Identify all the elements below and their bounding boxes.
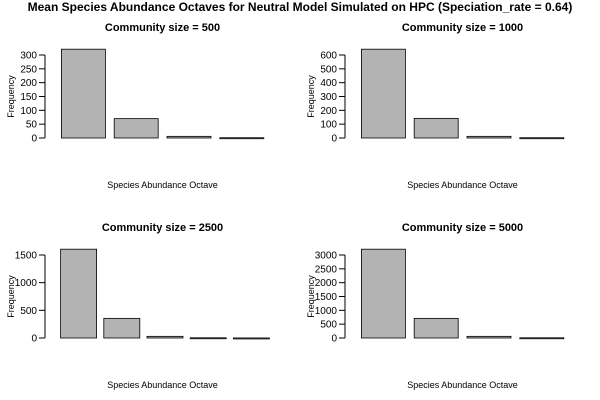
bar bbox=[166, 135, 212, 139]
y-tick-label: 1000 bbox=[315, 306, 338, 317]
y-tick-label: 500 bbox=[320, 320, 337, 331]
y-tick-label: 500 bbox=[20, 306, 37, 317]
y-tick-label: 1500 bbox=[315, 292, 338, 303]
bar bbox=[413, 317, 459, 339]
bar bbox=[219, 137, 265, 140]
y-tick-label: 300 bbox=[20, 51, 37, 62]
x-axis-label: Species Abundance Octave bbox=[407, 380, 518, 390]
figure-title: Mean Species Abundance Octaves for Neutr… bbox=[27, 0, 573, 14]
bar bbox=[103, 317, 141, 339]
bar bbox=[113, 118, 159, 139]
bar bbox=[519, 137, 565, 140]
y-tick-label: 2000 bbox=[315, 278, 338, 289]
y-tick-label: 0 bbox=[331, 134, 337, 145]
y-tick-label: 150 bbox=[20, 92, 37, 103]
y-tick-label: 400 bbox=[320, 78, 337, 89]
panel-title: Community size = 5000 bbox=[402, 222, 523, 234]
y-tick-label: 200 bbox=[20, 78, 37, 89]
y-tick-label: 3000 bbox=[315, 251, 338, 262]
bar bbox=[413, 117, 459, 139]
y-tick-label: 50 bbox=[26, 120, 38, 131]
bar bbox=[189, 337, 227, 340]
y-tick-label: 600 bbox=[320, 51, 337, 62]
x-axis-label: Species Abundance Octave bbox=[107, 380, 218, 390]
y-tick-label: 250 bbox=[20, 64, 37, 75]
y-tick-label: 2500 bbox=[315, 264, 338, 275]
panel-title: Community size = 1000 bbox=[402, 22, 523, 34]
panel-title: Community size = 500 bbox=[105, 22, 220, 34]
y-tick-label: 1500 bbox=[15, 251, 38, 262]
bar bbox=[466, 135, 512, 139]
x-axis-label: Species Abundance Octave bbox=[407, 180, 518, 190]
y-axis-label: Frequency bbox=[306, 75, 316, 118]
y-tick-label: 0 bbox=[31, 334, 37, 345]
y-tick-label: 100 bbox=[320, 120, 337, 131]
bar bbox=[360, 48, 406, 139]
bar bbox=[60, 248, 97, 339]
y-tick-label: 1000 bbox=[15, 278, 38, 289]
bar bbox=[232, 337, 270, 340]
y-tick-label: 300 bbox=[320, 92, 337, 103]
y-axis-label: Frequency bbox=[306, 275, 316, 318]
panel-title: Community size = 2500 bbox=[102, 222, 223, 234]
bar bbox=[61, 48, 106, 139]
bar bbox=[360, 248, 406, 339]
y-tick-label: 100 bbox=[20, 106, 37, 117]
y-tick-label: 200 bbox=[320, 106, 337, 117]
y-tick-label: 0 bbox=[31, 134, 37, 145]
bar bbox=[519, 337, 565, 340]
y-axis-label: Frequency bbox=[6, 75, 16, 118]
y-axis-label: Frequency bbox=[6, 275, 16, 318]
y-tick-label: 500 bbox=[320, 64, 337, 75]
x-axis-label: Species Abundance Octave bbox=[107, 180, 218, 190]
bar bbox=[146, 335, 184, 339]
bar bbox=[466, 335, 512, 339]
y-tick-label: 0 bbox=[331, 334, 337, 345]
